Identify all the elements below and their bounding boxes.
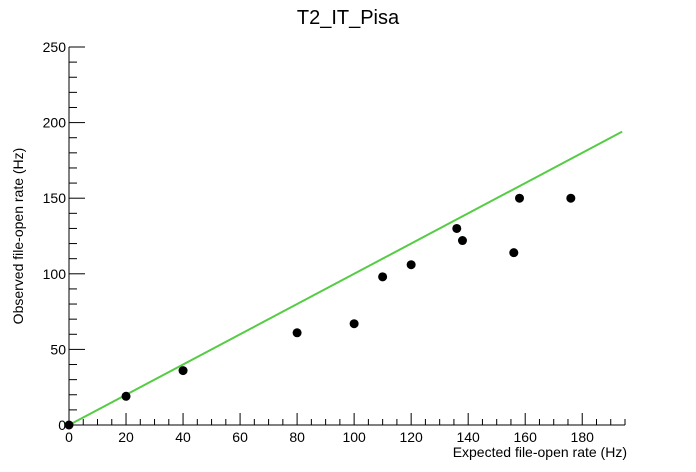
- y-tick-label: 100: [43, 266, 67, 282]
- data-points: [64, 193, 576, 430]
- y-tick-label: 50: [50, 341, 66, 357]
- data-point: [509, 248, 519, 258]
- data-point: [515, 193, 525, 203]
- x-ticks: 0 20 40 60 80 100 120 140 160 180: [65, 413, 626, 445]
- data-point: [121, 391, 131, 401]
- data-point: [64, 420, 74, 430]
- chart-title: T2_IT_Pisa: [297, 7, 400, 29]
- x-tick-label: 140: [456, 429, 480, 445]
- x-tick-label: 20: [118, 429, 134, 445]
- y-tick-label: 250: [43, 39, 67, 55]
- x-axis-label: Expected file-open rate (Hz): [453, 444, 627, 460]
- data-point: [406, 260, 416, 270]
- y-tick-label: 150: [43, 190, 67, 206]
- reference-line-group: [68, 130, 623, 426]
- data-point: [452, 223, 462, 233]
- plot-area: 0 20 40 60 80 100 120 140 160 180 0 50 100 150 200 250: [43, 39, 626, 445]
- x-tick-label: 180: [571, 429, 595, 445]
- data-point: [349, 319, 359, 329]
- x-tick-label: 80: [289, 429, 305, 445]
- reference-line: [68, 130, 623, 426]
- x-tick-label: 60: [232, 429, 248, 445]
- y-tick-label: 0: [58, 417, 66, 433]
- data-point: [378, 272, 388, 282]
- data-point: [457, 236, 467, 246]
- x-tick-label: 120: [399, 429, 423, 445]
- x-tick-label: 40: [175, 429, 191, 445]
- y-tick-label: 200: [43, 115, 67, 131]
- data-point: [566, 193, 576, 203]
- x-tick-label: 0: [65, 429, 73, 445]
- y-ticks: 0 50 100 150 200 250: [43, 39, 85, 433]
- data-point: [178, 366, 188, 376]
- data-point: [292, 328, 302, 338]
- y-axis-label: Observed file-open rate (Hz): [10, 148, 26, 325]
- x-tick-label: 160: [514, 429, 538, 445]
- x-tick-label: 100: [342, 429, 366, 445]
